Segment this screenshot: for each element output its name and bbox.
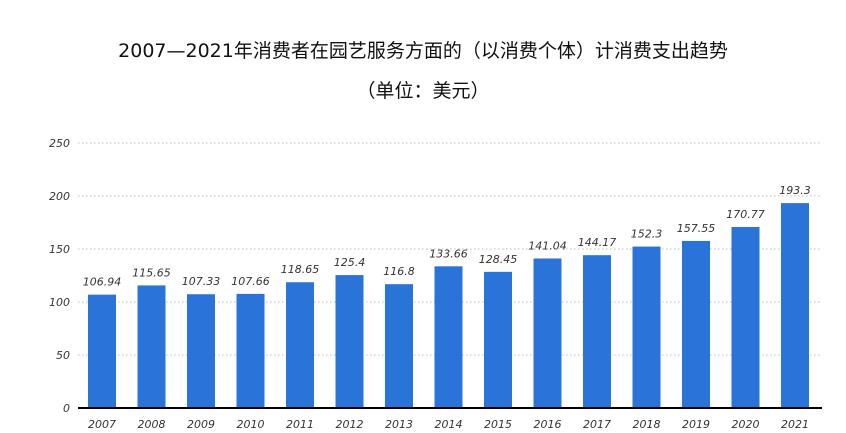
y-tick-label: 200	[49, 190, 70, 203]
x-tick-label: 2010	[237, 418, 265, 431]
data-label: 118.65	[281, 263, 320, 276]
x-tick-label: 2008	[138, 418, 166, 431]
x-tick-label: 2016	[534, 418, 562, 431]
bar-2009	[187, 294, 215, 408]
data-label: 106.94	[83, 276, 122, 289]
bar-2018	[632, 246, 661, 408]
bar-2012	[335, 275, 364, 408]
bar-2016	[533, 258, 562, 408]
data-label: 141.04	[528, 239, 567, 252]
bar-2019	[682, 240, 710, 408]
x-tick-label: 2013	[385, 418, 413, 431]
x-tick-label: 2021	[781, 418, 809, 431]
bar-2014	[434, 266, 463, 408]
x-tick-label: 2019	[682, 418, 710, 431]
bar-2021	[781, 203, 809, 408]
data-label: 170.77	[726, 208, 765, 221]
x-tick-label: 2014	[435, 418, 463, 431]
chart-subtitle: （单位：美元）	[356, 80, 490, 102]
data-label: 116.8	[383, 265, 415, 278]
y-tick-label: 150	[49, 243, 70, 256]
data-label: 157.55	[677, 222, 716, 235]
x-tick-label: 2017	[583, 418, 611, 431]
x-tick-label: 2020	[732, 418, 760, 431]
chart-title: 2007—2021年消费者在园艺服务方面的（以消费个体）计消费支出趋势	[118, 40, 728, 62]
bar-2017	[583, 255, 611, 408]
data-label: 128.45	[479, 253, 518, 266]
y-tick-label: 250	[49, 137, 70, 150]
x-tick-label: 2007	[88, 418, 116, 431]
data-label: 107.66	[231, 275, 270, 288]
bar-2007	[88, 294, 116, 408]
y-tick-label: 50	[56, 349, 70, 362]
x-tick-label: 2009	[187, 418, 215, 431]
data-label: 107.33	[182, 275, 221, 288]
x-tick-label: 2015	[484, 418, 512, 431]
x-tick-label: 2012	[336, 418, 364, 431]
bar-2020	[731, 226, 760, 408]
data-label: 144.17	[578, 236, 617, 249]
x-tick-label: 2018	[633, 418, 661, 431]
bar-2008	[137, 285, 166, 408]
bar-2010	[236, 293, 265, 408]
data-label: 125.4	[334, 256, 366, 269]
data-label: 193.3	[779, 184, 811, 197]
x-tick-label: 2011	[286, 418, 314, 431]
y-tick-label: 0	[63, 402, 70, 415]
bar-2015	[484, 271, 512, 408]
data-label: 152.3	[631, 228, 663, 241]
bar-2011	[286, 282, 314, 408]
y-tick-label: 100	[49, 296, 70, 309]
data-label: 133.66	[429, 247, 468, 260]
data-label: 115.65	[132, 266, 171, 279]
bar-2013	[385, 284, 413, 408]
